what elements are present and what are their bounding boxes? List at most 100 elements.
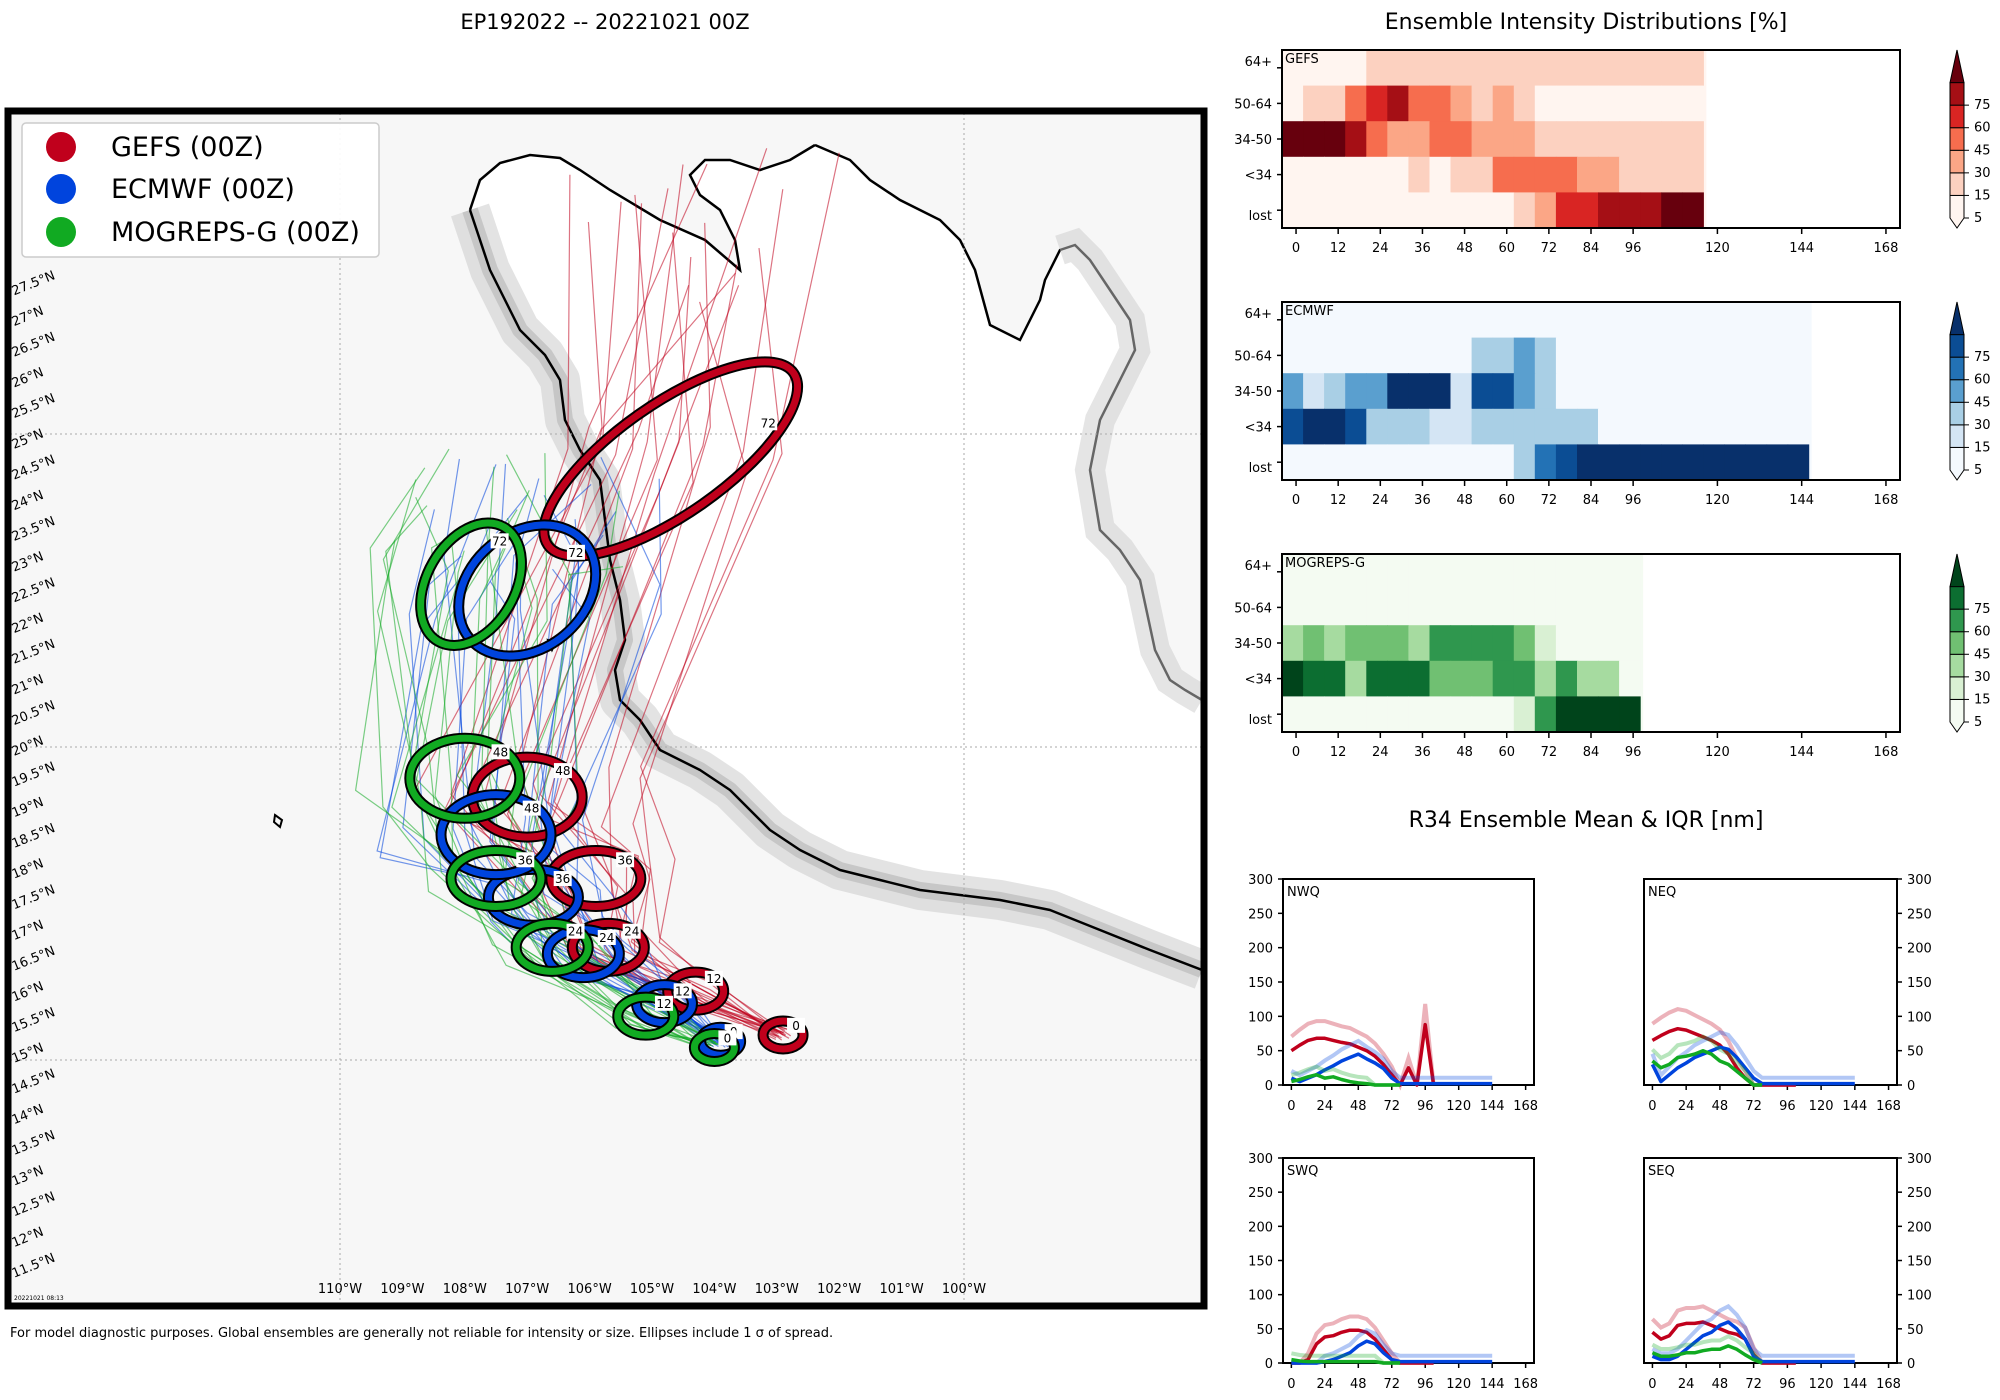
r34-panel-nwq: NWQ 0 50 100 150 200 250 300 0 24 48 72 96 120 144 168 xyxy=(1248,873,1538,1114)
heatmap-cell xyxy=(1408,589,1430,626)
heatmap-cell xyxy=(1492,625,1515,662)
heatmap-cell xyxy=(1345,302,1367,339)
heatmap-x-tick: 24 xyxy=(1372,745,1389,760)
heatmap-cell xyxy=(1534,85,1557,122)
heatmap-row-label: 34-50 xyxy=(1234,637,1272,652)
heatmap-cell xyxy=(1513,192,1536,229)
heatmap-cell xyxy=(1345,408,1367,445)
heatmap-cell xyxy=(1555,589,1578,626)
heatmap-cell xyxy=(1682,85,1704,122)
heatmap-cell xyxy=(1408,373,1430,410)
heatmap-cell xyxy=(1682,337,1704,374)
heatmap-cell xyxy=(1640,156,1662,193)
heatmap-cell xyxy=(1534,696,1557,733)
heatmap-cell xyxy=(1303,121,1325,158)
r34-quadrant-label: SEQ xyxy=(1648,1164,1675,1179)
heatmap-cell xyxy=(1324,589,1346,626)
r34-y-tick: 100 xyxy=(1248,1010,1273,1025)
heatmap-cell xyxy=(1513,337,1536,374)
legend-ecmwf-label: ECMWF (00Z) xyxy=(111,174,295,205)
r34-iqr xyxy=(1651,1333,1764,1365)
heatmap-cell xyxy=(1303,302,1325,339)
heatmap-row-label: 64+ xyxy=(1245,55,1272,70)
heatmap-cell xyxy=(1745,302,1768,339)
heatmap-row-label: <34 xyxy=(1245,169,1272,184)
heatmap-cell xyxy=(1534,660,1557,697)
heatmap-cell xyxy=(1619,337,1641,374)
heatmap-cell xyxy=(1577,408,1599,445)
colorbar-tick: 75 xyxy=(1974,98,1991,113)
heatmap-x-tick: 36 xyxy=(1414,241,1431,256)
heatmap-cell xyxy=(1787,444,1810,481)
heatmap-cell xyxy=(1492,302,1515,339)
heatmap-cell xyxy=(1303,192,1325,229)
heatmap-cell xyxy=(1745,337,1768,374)
heatmap-cell xyxy=(1682,444,1704,481)
heatmap-x-tick: 84 xyxy=(1583,745,1600,760)
r34-y-tick: 50 xyxy=(1907,1323,1924,1338)
heatmap-cell xyxy=(1598,192,1620,229)
heatmap-cell xyxy=(1787,302,1810,339)
heatmap-cell xyxy=(1598,156,1620,193)
r34-panel-swq: SWQ 0 50 100 150 200 250 300 0 24 48 72 96 120 144 168 xyxy=(1248,1152,1538,1392)
heatmap-cell xyxy=(1619,373,1641,410)
heatmap-cell xyxy=(1577,444,1599,481)
heatmap-cell xyxy=(1324,302,1346,339)
r34-iqr xyxy=(1650,1034,1763,1087)
heatmap-row-label: 64+ xyxy=(1245,559,1272,574)
heatmap-cell xyxy=(1492,589,1515,626)
heatmap-cell xyxy=(1450,696,1473,733)
r34-panel-seq: SEQ 0 50 100 150 200 250 300 0 24 48 72 96 120 144 168 xyxy=(1643,1152,1932,1392)
heatmap-cell xyxy=(1724,444,1746,481)
heatmap-x-tick: 120 xyxy=(1705,493,1730,508)
tau-label: 72 xyxy=(492,534,507,548)
colorbar-tick: 30 xyxy=(1974,670,1991,685)
heatmap-cell xyxy=(1492,444,1515,481)
heatmap-cell xyxy=(1387,302,1409,339)
heatmap-cell xyxy=(1429,444,1452,481)
heatmap-cell xyxy=(1492,192,1515,229)
heatmap-cell xyxy=(1577,85,1599,122)
colorbar-tick: 45 xyxy=(1974,647,1991,662)
heatmap-cell xyxy=(1724,337,1746,374)
heatmap-cell xyxy=(1408,408,1430,445)
heatmap-cell xyxy=(1619,589,1641,626)
heatmap-cell xyxy=(1598,660,1620,697)
heatmap-row-label: 64+ xyxy=(1245,307,1272,322)
map-legend: GEFS (00Z) ECMWF (00Z) MOGREPS-G (00Z) xyxy=(21,122,380,258)
tau-label: 24 xyxy=(624,925,639,939)
heatmap-cell xyxy=(1324,696,1346,733)
r34-y-tick: 300 xyxy=(1907,1152,1932,1167)
heatmap-cell xyxy=(1429,554,1452,591)
heatmap-cell xyxy=(1787,408,1810,445)
heatmap-cell xyxy=(1324,373,1346,410)
heatmap-cell xyxy=(1661,302,1683,339)
tau-label: 24 xyxy=(599,931,614,945)
colorbar-tick: 5 xyxy=(1974,715,1982,730)
colorbar-tick: 30 xyxy=(1974,166,1991,181)
heatmap-x-tick: 48 xyxy=(1456,241,1473,256)
heatmap-x-tick: 12 xyxy=(1330,241,1347,256)
heatmap-cell xyxy=(1640,302,1662,339)
r34-y-tick: 100 xyxy=(1907,1010,1932,1025)
heatmap-cell xyxy=(1513,50,1536,87)
heatmap-cell xyxy=(1471,337,1494,374)
heatmap-x-tick: 144 xyxy=(1789,745,1814,760)
forecast-ellipse: 36 xyxy=(445,844,547,912)
r34-x-tick: 168 xyxy=(1513,1099,1538,1114)
tau-label-bg xyxy=(787,1017,806,1033)
heatmap-cell xyxy=(1703,302,1725,339)
heatmap-cell xyxy=(1408,444,1430,481)
heatmap-cell xyxy=(1408,625,1430,662)
heatmap-cell xyxy=(1534,408,1557,445)
heatmap-cell xyxy=(1282,156,1304,193)
heatmap-cell xyxy=(1555,337,1578,374)
heatmap-cell xyxy=(1492,373,1515,410)
heatmap-model-label: ECMWF xyxy=(1285,304,1334,319)
heatmap-cell xyxy=(1577,660,1599,697)
heatmap-x-tick: 60 xyxy=(1498,241,1515,256)
heatmap-cell xyxy=(1366,696,1388,733)
r34-iqr xyxy=(1651,1303,1855,1358)
heatmap-cell xyxy=(1387,589,1409,626)
